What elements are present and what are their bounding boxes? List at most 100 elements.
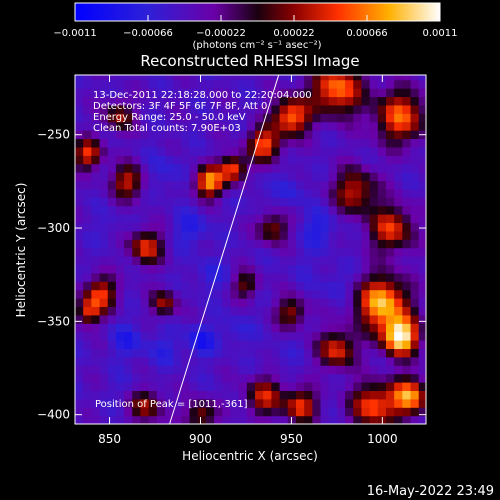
heatmap-cell [156, 298, 166, 308]
heatmap-cell [377, 239, 387, 249]
heatmap-cell [394, 104, 403, 114]
heatmap-cell [205, 197, 215, 207]
heatmap-cell [148, 247, 158, 257]
heatmap-cell [271, 121, 281, 131]
heatmap-cell [418, 75, 426, 81]
heatmap-cell [181, 306, 191, 316]
heatmap-cell [140, 172, 150, 182]
heatmap-cell [263, 382, 273, 392]
heatmap-cell [418, 172, 426, 182]
heatmap-cell [353, 331, 363, 341]
heatmap-cell [99, 75, 109, 81]
heatmap-cell [369, 88, 379, 98]
heatmap-cell [385, 205, 395, 215]
heatmap-cell [99, 373, 109, 383]
heatmap-cell [222, 256, 232, 266]
heatmap-cell [132, 113, 142, 123]
heatmap-cell [132, 331, 142, 341]
heatmap-cell [255, 130, 264, 140]
heatmap-cell [140, 205, 150, 215]
heatmap-cell [238, 314, 248, 324]
heatmap-cell [312, 256, 322, 266]
heatmap-cell [402, 390, 412, 400]
heatmap-cell [320, 272, 330, 282]
y-tick-label: −300 [37, 221, 70, 235]
heatmap-cell [189, 264, 199, 274]
heatmap-cell [91, 96, 101, 106]
heatmap-cell [336, 306, 346, 316]
heatmap-cell [361, 298, 371, 308]
heatmap-cell [181, 172, 191, 182]
heatmap-cell [263, 340, 273, 350]
heatmap-cell [181, 205, 191, 215]
heatmap-cell [205, 356, 215, 366]
heatmap-cell [295, 172, 305, 182]
heatmap-cell [328, 348, 338, 358]
peak-position-label: Position of Peak = [1011,-361] [95, 399, 248, 410]
heatmap-cell [83, 365, 92, 375]
heatmap-cell [165, 331, 174, 341]
heatmap-cell [328, 323, 338, 333]
heatmap-cell [99, 356, 109, 366]
heatmap-cell [222, 314, 232, 324]
heatmap-cell [181, 256, 191, 266]
y-tick-label: −400 [37, 408, 70, 422]
heatmap-cell [385, 289, 395, 299]
heatmap-cell [148, 163, 158, 173]
heatmap-cell [83, 356, 92, 366]
heatmap-cell [271, 88, 281, 98]
heatmap-cell [230, 172, 240, 182]
heatmap-cell [255, 281, 264, 291]
heatmap-cell [222, 272, 232, 282]
heatmap-cell [271, 214, 281, 224]
heatmap-cell [214, 415, 223, 424]
heatmap-cell [410, 256, 420, 266]
heatmap-cell [418, 113, 426, 123]
heatmap-cell [369, 197, 379, 207]
heatmap-cell [115, 298, 125, 308]
heatmap-cell [197, 247, 207, 257]
heatmap-cell [173, 323, 182, 333]
heatmap-cell [320, 172, 330, 182]
heatmap-cell [353, 382, 363, 392]
heatmap-cell [328, 298, 338, 308]
heatmap-cell [165, 298, 174, 308]
heatmap-cell [353, 306, 363, 316]
heatmap-cell [361, 214, 371, 224]
heatmap-cell [246, 113, 256, 123]
heatmap-cell [214, 104, 223, 114]
heatmap-cell [165, 130, 174, 140]
heatmap-cell [279, 146, 289, 156]
heatmap-cell [418, 180, 426, 190]
heatmap-cell [377, 340, 387, 350]
heatmap-cell [173, 382, 182, 392]
heatmap-cell [181, 272, 191, 282]
heatmap-cell [230, 281, 240, 291]
heatmap-cell [369, 298, 379, 308]
annotation-time-range: 13-Dec-2011 22:18:28.000 to 22:20:04.000 [93, 90, 312, 101]
heatmap-cell [328, 306, 338, 316]
heatmap-cell [156, 197, 166, 207]
annotation-clean-counts: Clean Total counts: 7.90E+03 [93, 123, 241, 134]
heatmap-cell [181, 298, 191, 308]
heatmap-cell [345, 239, 354, 249]
heatmap-cell [410, 398, 420, 408]
heatmap-cell [320, 289, 330, 299]
heatmap-cell [124, 348, 133, 358]
heatmap-cell [214, 314, 223, 324]
heatmap-cell [214, 407, 223, 417]
heatmap-cell [230, 214, 240, 224]
heatmap-cell [328, 390, 338, 400]
heatmap-cell [205, 340, 215, 350]
heatmap-cell [271, 289, 281, 299]
heatmap-cell [377, 155, 387, 165]
heatmap-cell [353, 197, 363, 207]
heatmap-cell [402, 356, 412, 366]
heatmap-cell [410, 130, 420, 140]
heatmap-cell [353, 121, 363, 131]
heatmap-cell [263, 256, 273, 266]
heatmap-cell [345, 373, 354, 383]
heatmap-cell [83, 348, 92, 358]
heatmap-cell [361, 205, 371, 215]
heatmap-cell [271, 365, 281, 375]
